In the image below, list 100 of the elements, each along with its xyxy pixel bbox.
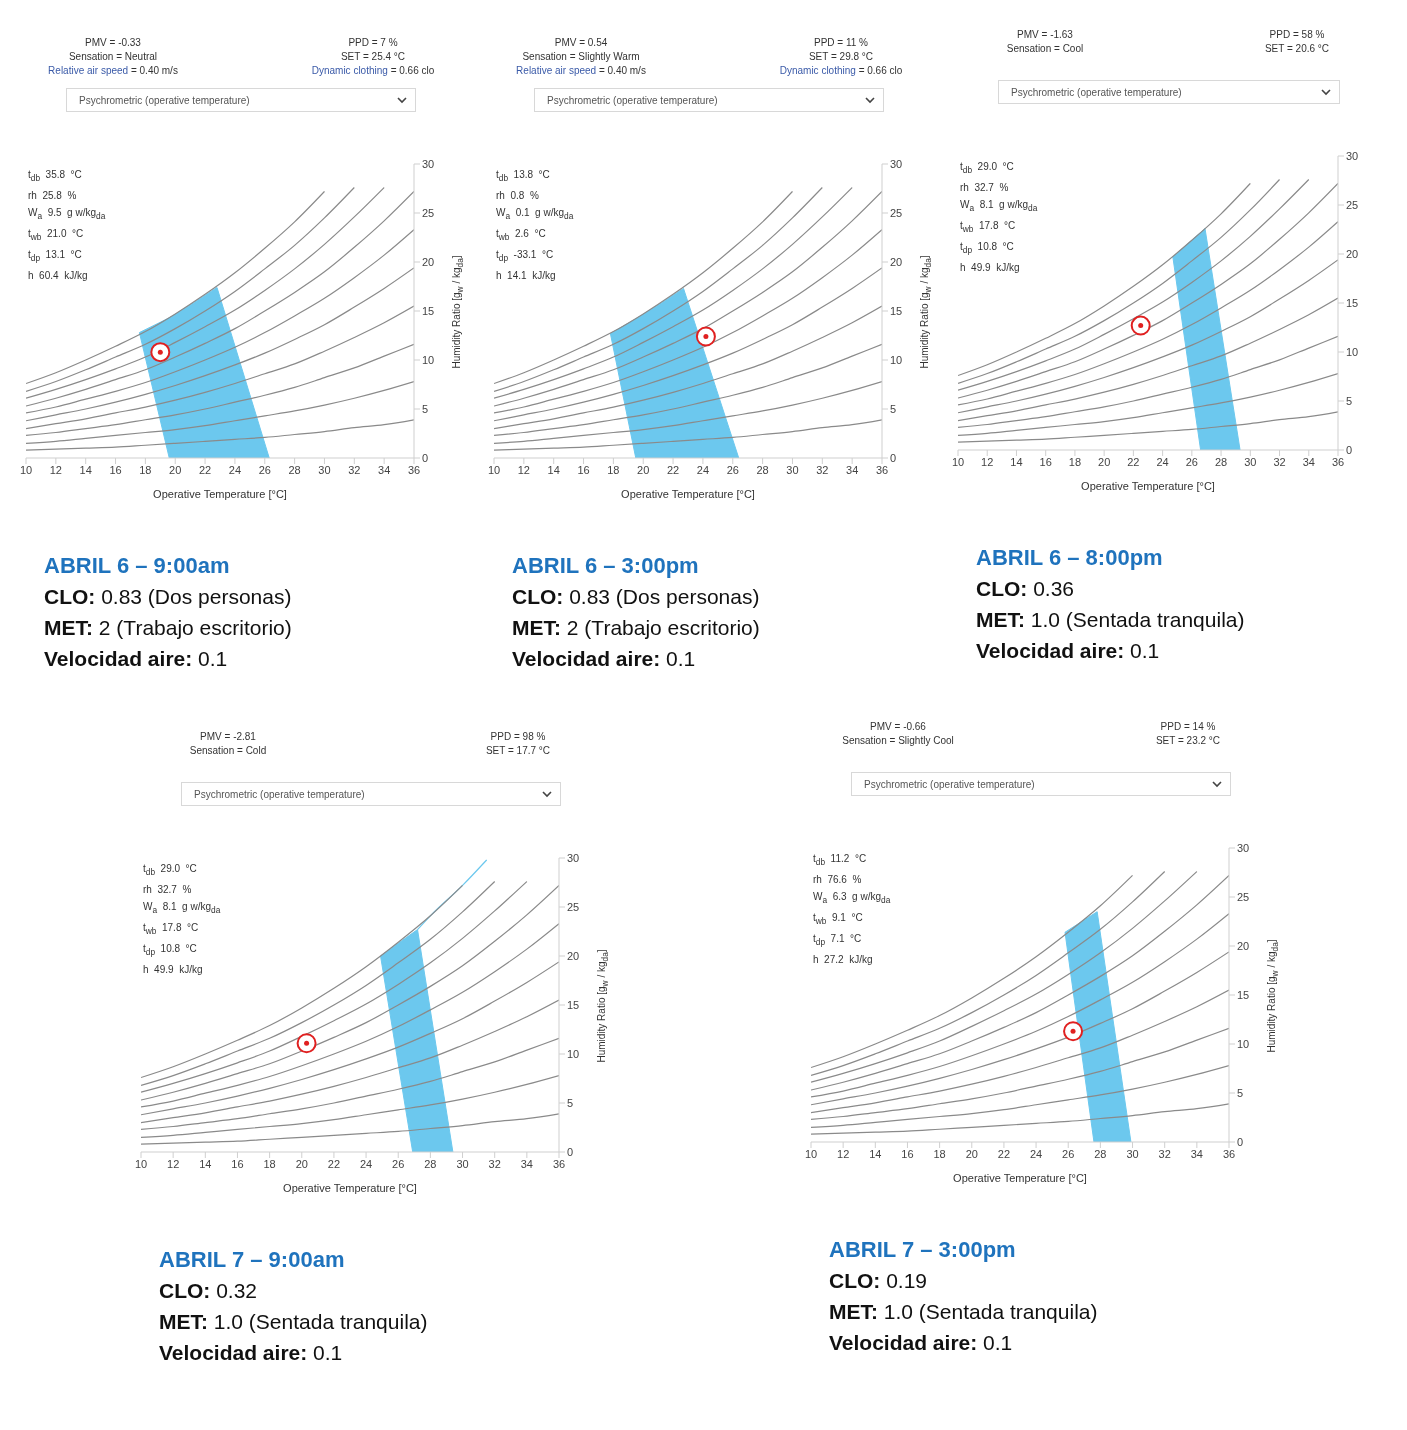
x-tick-label: 18 <box>139 463 152 476</box>
x-tick-label: 14 <box>79 463 92 476</box>
text: CLO: 0.32 <box>159 1279 258 1302</box>
annotation: t$_{wb}$ 9.1 °C <box>813 911 864 928</box>
x-tick-label: 24 <box>1156 455 1169 468</box>
x-tick-label: 36 <box>1331 455 1345 468</box>
text: PPD = 7 % <box>348 37 398 48</box>
text: PMV = -0.66 <box>870 721 926 732</box>
line-series <box>958 372 1338 436</box>
x-tick-label: 34 <box>378 463 391 476</box>
text: PMV = -1.63 <box>1017 29 1073 40</box>
line-series <box>811 989 1229 1114</box>
y-tick-label: 15 <box>1237 988 1250 1001</box>
y-tick-label: 20 <box>422 255 435 268</box>
x-axis-title: Operative Temperature [°C] <box>1081 480 1215 492</box>
x-tick-label: 30 <box>318 463 331 476</box>
x-tick-label: 22 <box>997 1147 1011 1160</box>
y-tick-label: 0 <box>567 1145 574 1158</box>
x-tick-label: 32 <box>816 463 829 476</box>
text: SET = 20.6 °C <box>1264 43 1330 54</box>
line-series <box>26 380 414 444</box>
x-tick-label: 18 <box>933 1147 946 1160</box>
y-tick-label: 30 <box>567 851 580 864</box>
x-tick-label: 32 <box>1158 1147 1171 1160</box>
annotation: t$_{dp}$ -33.1 °C <box>496 248 555 265</box>
annotation: h 49.9 kJ/kg <box>960 261 1021 275</box>
annotation: h 14.1 kJ/kg <box>496 269 557 283</box>
x-tick-label: 12 <box>167 1157 180 1170</box>
line-series <box>811 951 1229 1106</box>
y-tick-label: 30 <box>1346 149 1359 162</box>
x-tick-label: 32 <box>1273 455 1286 468</box>
x-tick-label: 30 <box>456 1157 469 1170</box>
x-tick-label: 28 <box>756 463 769 476</box>
x-tick-label: 14 <box>547 463 560 476</box>
x-tick-label: 10 <box>804 1147 818 1160</box>
x-tick-label: 20 <box>1098 455 1111 468</box>
line-series <box>141 1113 559 1145</box>
x-tick-label: 26 <box>726 463 739 476</box>
text: ABRIL 7 – 9:00am <box>159 1246 346 1274</box>
y-tick-label: 5 <box>890 402 897 415</box>
annotation: rh 32.7 % <box>143 883 193 897</box>
x-tick-label: 16 <box>231 1157 244 1170</box>
text: PPD = 58 % <box>1269 29 1325 40</box>
text: PPD = 98 % <box>490 731 546 742</box>
y-tick-label: 0 <box>890 451 897 464</box>
line-series <box>958 259 1338 414</box>
x-tick-label: 26 <box>392 1157 405 1170</box>
line-series <box>958 411 1338 443</box>
text: CLO: 0.19 <box>829 1269 928 1292</box>
text: CLO: 0.83 (Dos personas) <box>512 585 760 608</box>
text: Relative air speed = 0.40 m/s <box>516 65 646 76</box>
text: PMV = 0.54 <box>554 37 608 48</box>
select-field: Psychrometric (operative temperature) <box>66 88 416 112</box>
x-tick-label: 22 <box>666 463 680 476</box>
x-tick-label: 16 <box>1039 455 1052 468</box>
x-tick-label: 12 <box>49 463 62 476</box>
annotation: t$_{wb}$ 17.8 °C <box>143 921 200 938</box>
x-tick-label: 20 <box>295 1157 308 1170</box>
y-tick-label: 15 <box>890 304 903 317</box>
line-series <box>494 267 882 422</box>
x-tick-label: 18 <box>263 1157 276 1170</box>
y-tick-label: 25 <box>567 900 580 913</box>
annotation: rh 76.6 % <box>813 873 863 887</box>
y-tick-label: 5 <box>1346 394 1353 407</box>
line-series <box>26 343 414 437</box>
annotation: W$_{a}$ 9.5 g w/kg$_{da}$ <box>28 206 106 223</box>
x-tick-label: 12 <box>517 463 530 476</box>
line-series <box>141 961 559 1116</box>
y-tick-label: 0 <box>1346 443 1353 456</box>
annotation: rh 25.8 % <box>28 189 78 203</box>
x-tick-label: 18 <box>1068 455 1082 468</box>
annotation: rh 32.7 % <box>960 181 1010 195</box>
text: SET = 29.8 °C <box>808 51 874 62</box>
x-tick-label: 10 <box>487 463 501 476</box>
annotation: W$_{a}$ 0.1 g w/kg$_{da}$ <box>496 206 574 223</box>
y-tick-label: 10 <box>890 353 903 366</box>
x-tick-label: 20 <box>965 1147 978 1160</box>
x-tick-label: 10 <box>951 455 965 468</box>
y-tick-label: 15 <box>567 998 580 1011</box>
text: MET: 1.0 (Sentada tranquila) <box>159 1310 428 1333</box>
line-series <box>494 380 882 444</box>
line-series <box>811 1027 1229 1121</box>
x-tick-label: 20 <box>169 463 182 476</box>
text: PPD = 14 % <box>1160 721 1216 732</box>
text: Sensation = Cool <box>1006 43 1084 54</box>
x-tick-label: 24 <box>696 463 710 476</box>
y-tick-label: 25 <box>422 206 435 219</box>
x-tick-label: 14 <box>199 1157 212 1170</box>
x-tick-label: 22 <box>1127 455 1140 468</box>
text: SET = 23.2 °C <box>1155 735 1221 746</box>
y-tick-label: 10 <box>567 1047 580 1060</box>
text: CLO: 0.83 (Dos personas) <box>44 585 292 608</box>
x-axis-title: Operative Temperature [°C] <box>153 488 287 500</box>
x-tick-label: 34 <box>1302 455 1315 468</box>
line-series <box>141 1074 559 1138</box>
y-tick-label: 10 <box>1346 345 1359 358</box>
x-tick-label: 12 <box>837 1147 850 1160</box>
annotation: t$_{dp}$ 10.8 °C <box>143 942 198 959</box>
x-tick-label: 20 <box>637 463 650 476</box>
line-series <box>494 229 882 414</box>
